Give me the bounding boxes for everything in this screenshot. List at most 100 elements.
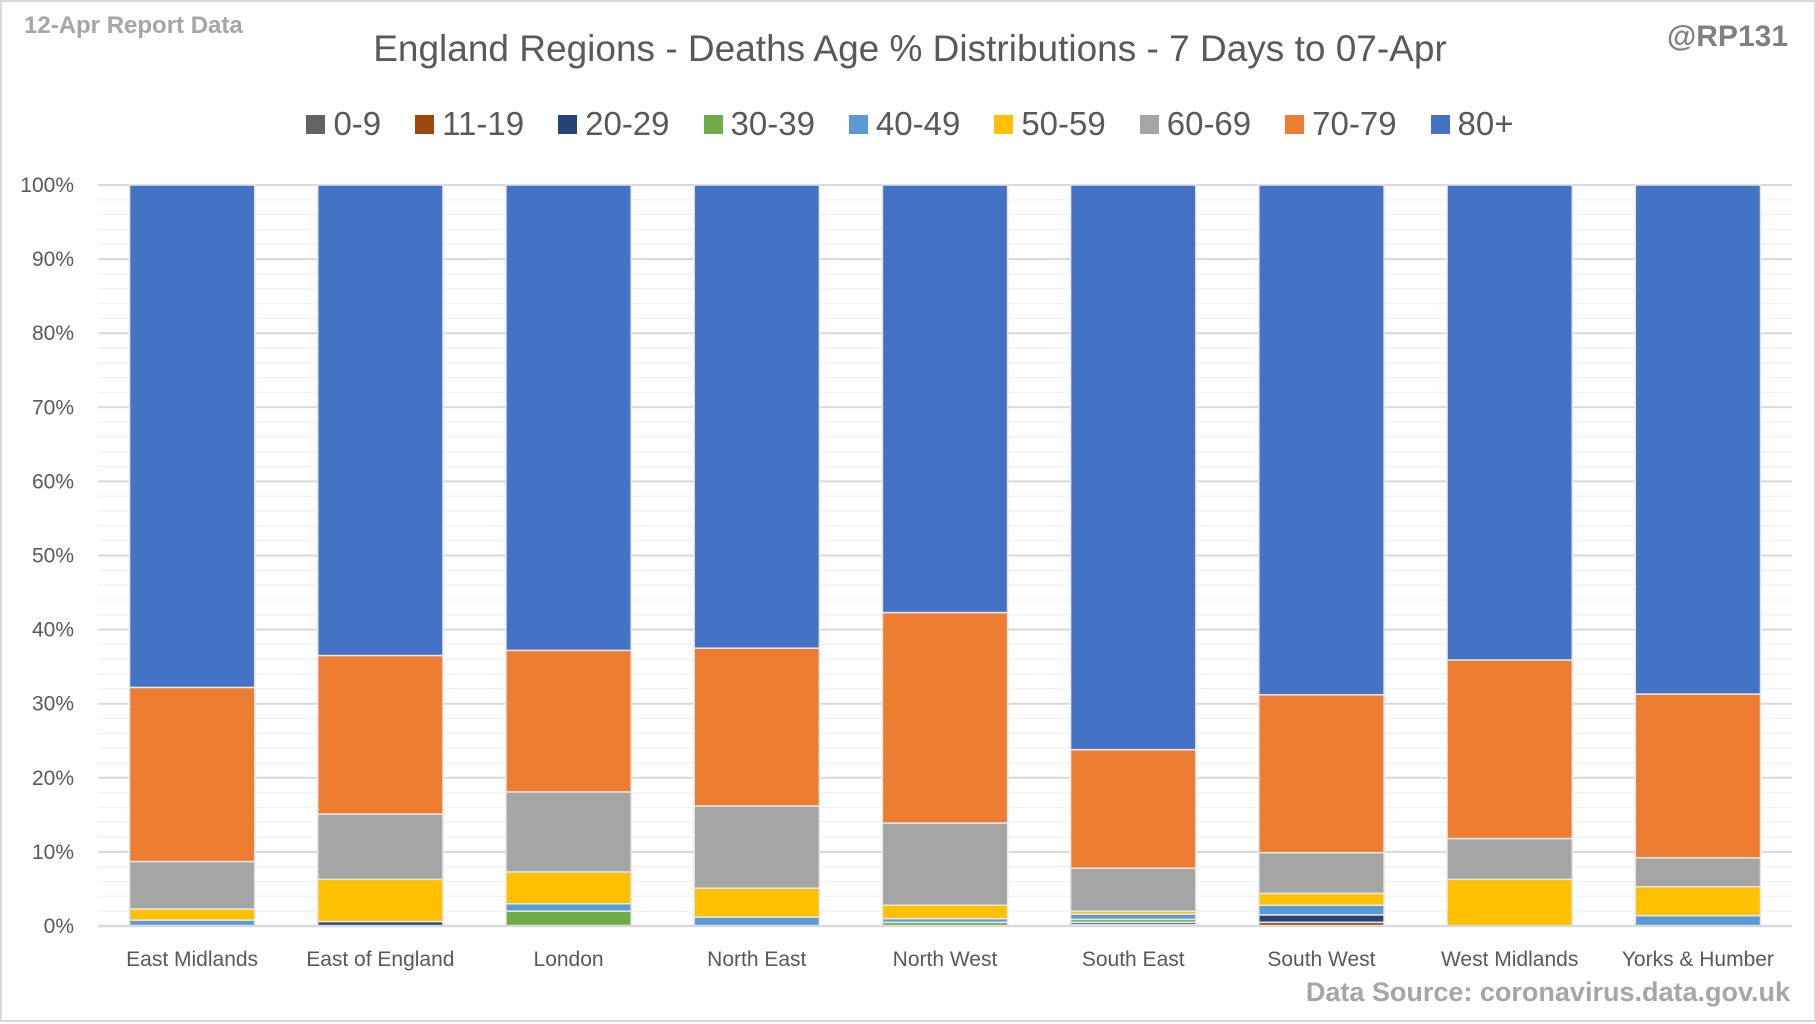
bar-segment [128, 919, 256, 927]
bar-segment [881, 822, 1009, 907]
bar-segment [1069, 748, 1197, 869]
legend-swatch [1285, 114, 1305, 134]
bar-segment [693, 805, 821, 889]
bar-segment [881, 611, 1009, 824]
legend-item: 40-49 [848, 105, 961, 143]
legend-item: 0-9 [306, 105, 381, 143]
bar-segment [1258, 694, 1385, 854]
bar-stack [505, 184, 632, 927]
bar-segment [505, 910, 632, 927]
bar-stack [1634, 184, 1762, 927]
x-tick-label: West Midlands [1441, 948, 1578, 971]
bar-segment [881, 921, 1009, 927]
bar-segment [1446, 878, 1574, 927]
legend-item: 50-59 [994, 105, 1106, 143]
legend-swatch [558, 114, 578, 134]
legend-label: 20-29 [585, 105, 670, 142]
legend-label: 30-39 [730, 105, 815, 142]
legend-label: 40-49 [875, 105, 961, 142]
bar-segment [128, 908, 256, 921]
legend-swatch [1430, 114, 1450, 134]
x-tick-label: London [534, 948, 604, 971]
y-tick-label: 40% [32, 619, 74, 642]
bar-segment [693, 916, 821, 927]
bar-segment [1069, 867, 1197, 912]
bar-segment [1258, 184, 1385, 696]
bar-segment [1258, 904, 1385, 916]
y-tick-label: 10% [32, 841, 74, 864]
legend-label: 70-79 [1312, 105, 1397, 142]
bar-segment [1069, 921, 1197, 926]
legend-item: 20-29 [558, 105, 670, 143]
bar-segment [1446, 659, 1574, 840]
bar-segment [1446, 837, 1574, 881]
bar-segment [1258, 851, 1385, 895]
bar-segment [505, 184, 632, 652]
bar-stack [1069, 184, 1197, 927]
y-tick-label: 0% [44, 915, 74, 938]
bar-segment [505, 871, 632, 905]
bar-segment [1634, 857, 1762, 888]
y-tick-label: 30% [32, 693, 74, 716]
legend-swatch [415, 114, 435, 134]
bar-stack [128, 184, 256, 927]
x-tick-label: North West [893, 948, 998, 971]
bar-segment [1069, 184, 1197, 751]
legend-item: 60-69 [1139, 105, 1252, 143]
bar-segment [128, 686, 256, 863]
chart-title: England Regions - Deaths Age % Distribut… [373, 28, 1447, 69]
x-tick-label: East of England [306, 948, 454, 971]
y-tick-label: 60% [32, 470, 74, 493]
legend-label: 0-9 [333, 105, 382, 142]
bar-segment [505, 903, 632, 912]
x-tick-label: North East [707, 948, 806, 971]
bar-stack [693, 184, 821, 927]
bar-segment [1634, 693, 1762, 859]
legend-item: 70-79 [1285, 105, 1397, 143]
legend-swatch [848, 114, 868, 134]
y-tick-label: 20% [32, 767, 74, 790]
bar-segment [881, 917, 1009, 924]
bar-segment [128, 860, 256, 910]
bar-segment [505, 791, 632, 873]
bar-segment [693, 887, 821, 918]
bar-segment [128, 184, 256, 689]
x-tick-label: East Midlands [126, 948, 258, 971]
legend-swatch [703, 114, 723, 134]
bar-segment [881, 184, 1009, 614]
y-tick-label: 80% [32, 322, 74, 345]
bar-stack [1446, 184, 1574, 927]
legend-item: 11-19 [415, 105, 524, 143]
author-handle: @RP131 [1667, 20, 1788, 53]
x-tick-label: South West [1267, 948, 1375, 971]
bar-segment [1634, 885, 1762, 917]
legend-swatch [306, 114, 326, 134]
legend-item: 80+ [1430, 105, 1514, 143]
bar-segment [693, 184, 821, 649]
x-tick-label: South East [1082, 948, 1185, 971]
y-tick-label: 100% [20, 174, 74, 197]
bar-segment [1258, 914, 1385, 924]
bar-segment [505, 649, 632, 793]
bar-segment [316, 184, 444, 657]
legend-label: 60-69 [1166, 105, 1252, 142]
bar-segment [316, 878, 444, 923]
y-tick-label: 90% [32, 248, 74, 271]
legend: 0-9 11-19 20-29 30-39 40-49 50-59 60-69 70-79 80… [2, 105, 1816, 143]
bar-segment [1634, 184, 1762, 695]
legend-label: 80+ [1457, 105, 1514, 142]
legend-label: 50-59 [1021, 105, 1106, 142]
bar-segment [316, 813, 444, 881]
legend-label: 11-19 [442, 105, 525, 142]
bar-segment [1069, 910, 1197, 915]
bar-segment [1446, 184, 1574, 661]
bar-segment [1258, 892, 1385, 907]
bar-segment [316, 654, 444, 815]
bar-segment [1258, 921, 1385, 927]
legend-swatch [994, 114, 1014, 134]
bar-segment [1069, 913, 1197, 921]
x-tick-label: Yorks & Humber [1622, 948, 1774, 971]
bar-segment [881, 904, 1009, 920]
